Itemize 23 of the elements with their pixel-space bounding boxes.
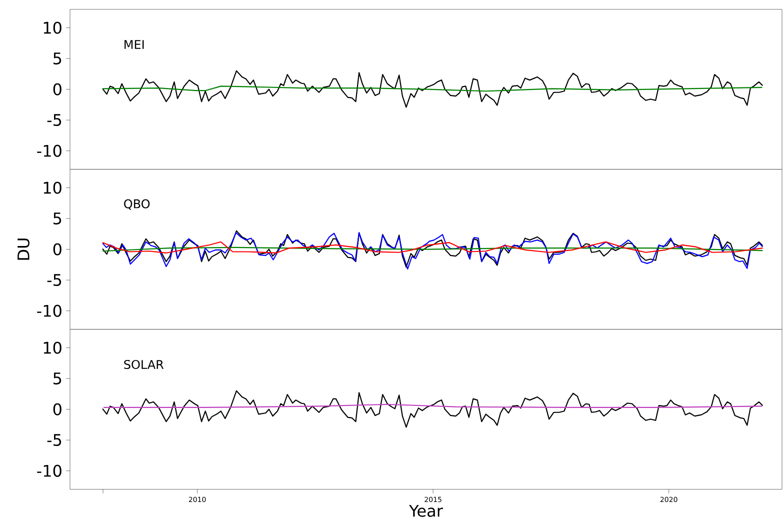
y-tick-label: 10 <box>44 22 62 34</box>
y-tick-label: 0 <box>53 243 62 256</box>
line-series <box>102 241 764 254</box>
line-series <box>102 70 764 108</box>
y-tick-label: -5 <box>47 114 62 126</box>
y-tick-label: -5 <box>47 274 62 286</box>
y-tick-label: -10 <box>37 464 62 477</box>
y-tick-label: 0 <box>53 403 62 416</box>
annotation: MEI <box>124 40 144 49</box>
line-series <box>102 390 764 428</box>
y-tick-label: 0 <box>53 83 62 96</box>
annotation: QBO <box>124 199 150 210</box>
y-tick-label: 5 <box>54 212 62 224</box>
y-tick-label: 10 <box>44 182 62 194</box>
y-tick-label: -10 <box>37 304 62 317</box>
annotation: SOLAR <box>124 360 164 370</box>
y-tick-label: -10 <box>37 144 62 157</box>
y-tick-label: 5 <box>54 52 62 64</box>
y-tick-label: 10 <box>44 342 62 354</box>
y-axis-title: DU <box>18 238 30 260</box>
x-axis-title: Year <box>409 504 443 517</box>
y-tick-label: 5 <box>54 372 62 384</box>
y-tick-label: -5 <box>47 434 62 446</box>
